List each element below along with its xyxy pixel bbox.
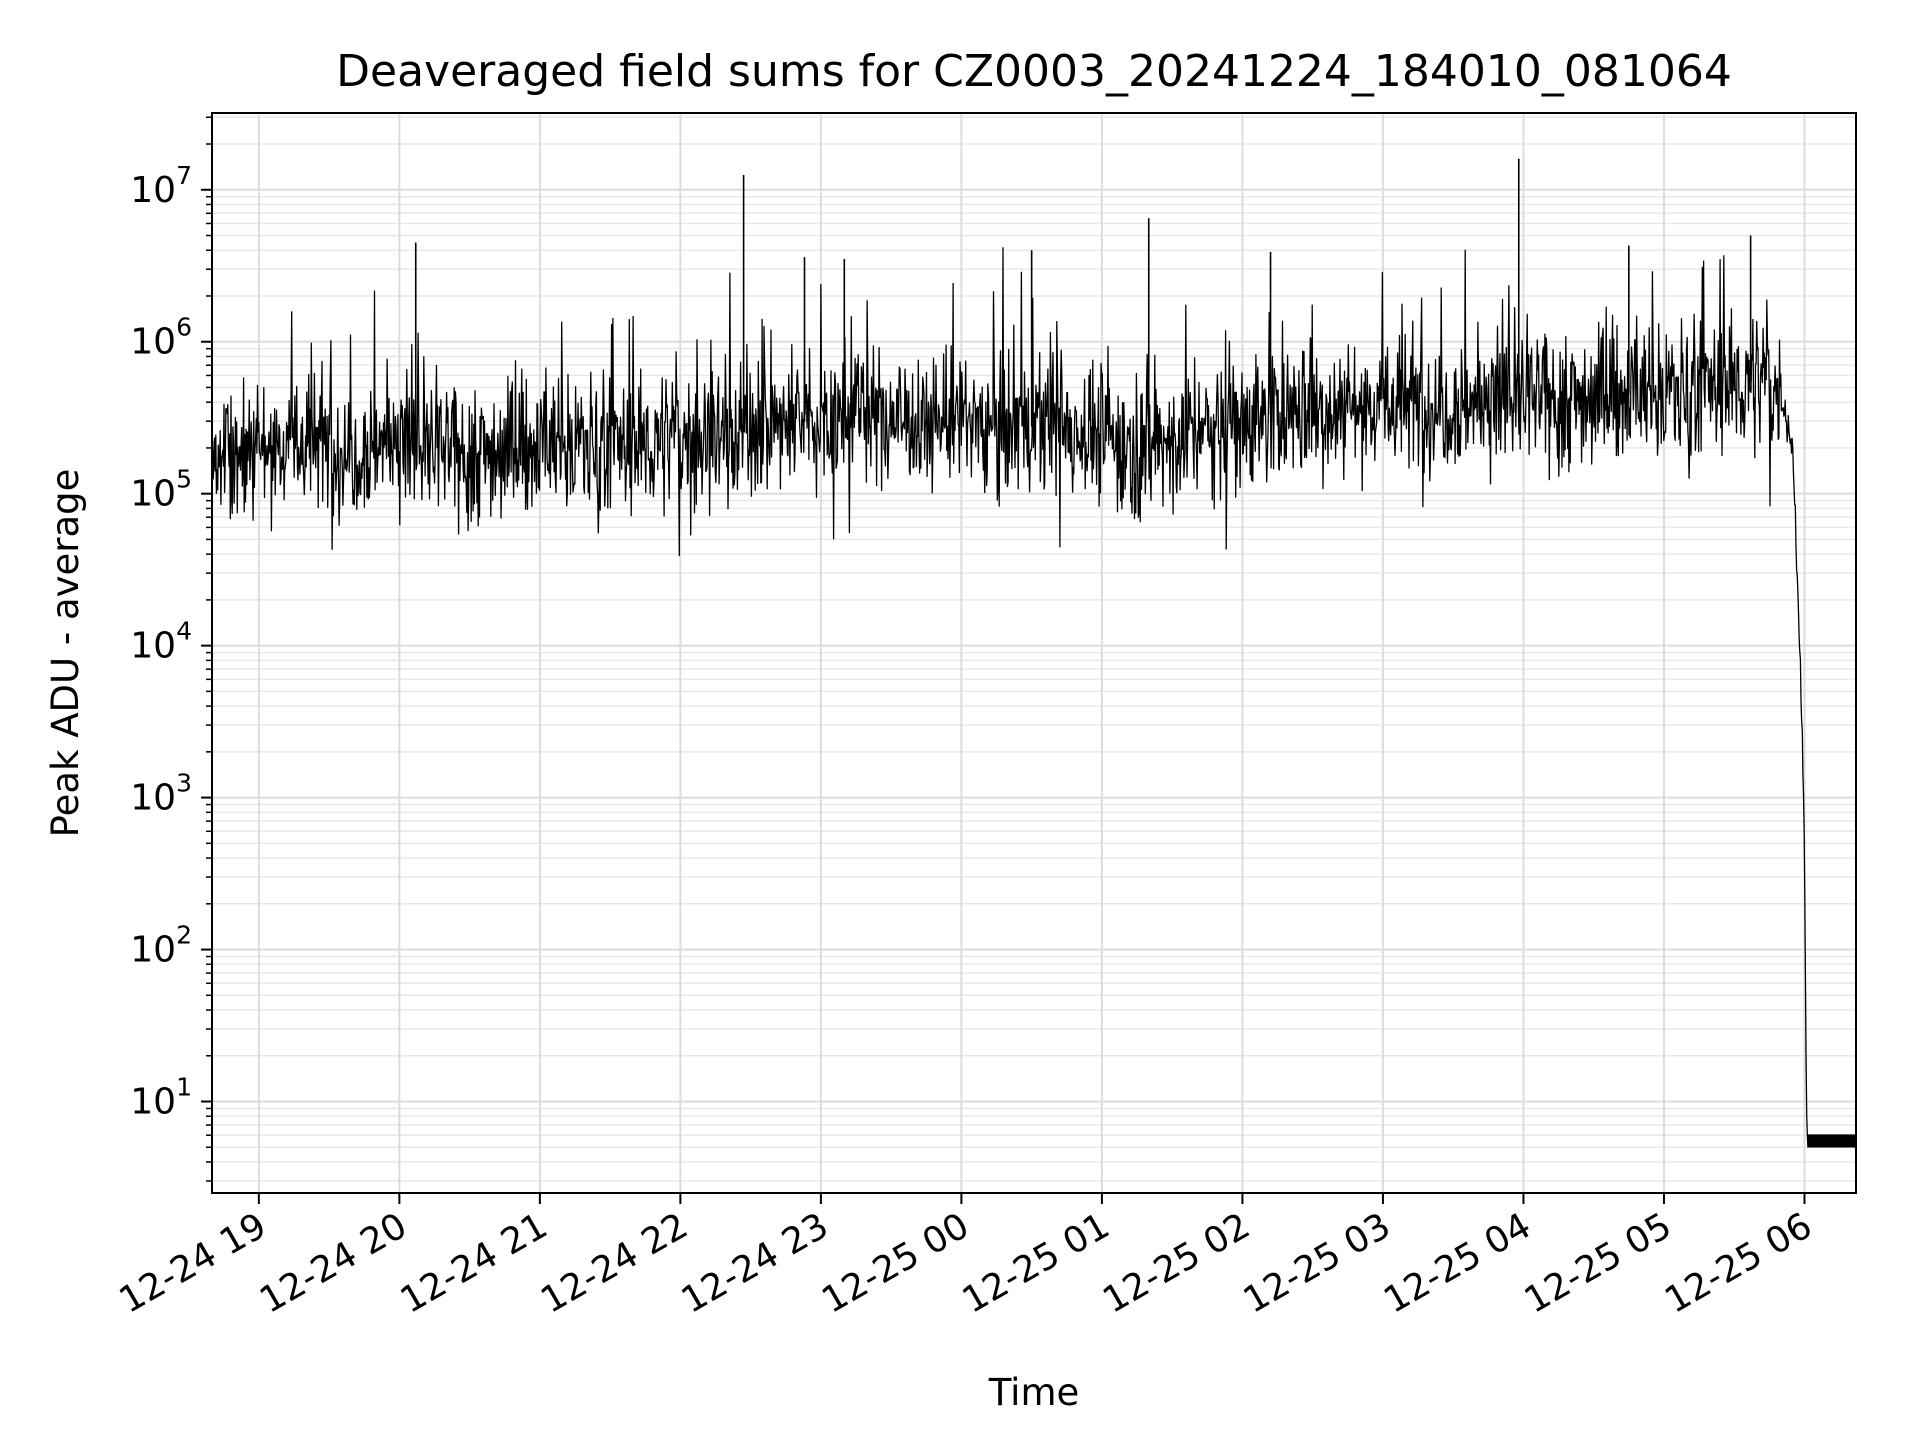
y-axis-label: Peak ADU - average	[44, 469, 87, 838]
y-tick-label: 105	[130, 465, 192, 515]
data-series	[211, 158, 1857, 1148]
y-tick-label: 102	[130, 921, 192, 971]
y-tick-label: 103	[130, 769, 192, 819]
minor-gridlines	[212, 116, 1856, 1182]
y-tick-label: 106	[130, 313, 192, 363]
y-axis-ticks: 101 102 103 104 105 106 107	[130, 116, 212, 1182]
chart-title: Deaveraged field sums for CZ0003_2024122…	[336, 46, 1732, 97]
series-line	[211, 247, 1857, 1148]
major-gridlines	[212, 113, 1856, 1193]
x-axis-label: Time	[988, 1371, 1080, 1414]
y-tick-label: 101	[130, 1073, 192, 1123]
y-tick-label: 107	[130, 161, 192, 211]
y-tick-label: 104	[130, 617, 192, 667]
